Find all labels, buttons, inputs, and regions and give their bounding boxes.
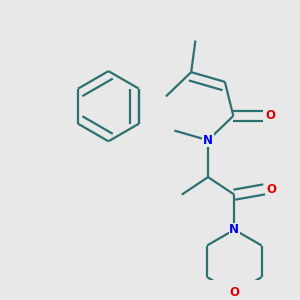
Text: O: O [230, 286, 239, 299]
Text: N: N [230, 223, 239, 236]
Text: N: N [203, 134, 213, 147]
Text: O: O [267, 183, 277, 196]
Text: O: O [266, 110, 275, 122]
